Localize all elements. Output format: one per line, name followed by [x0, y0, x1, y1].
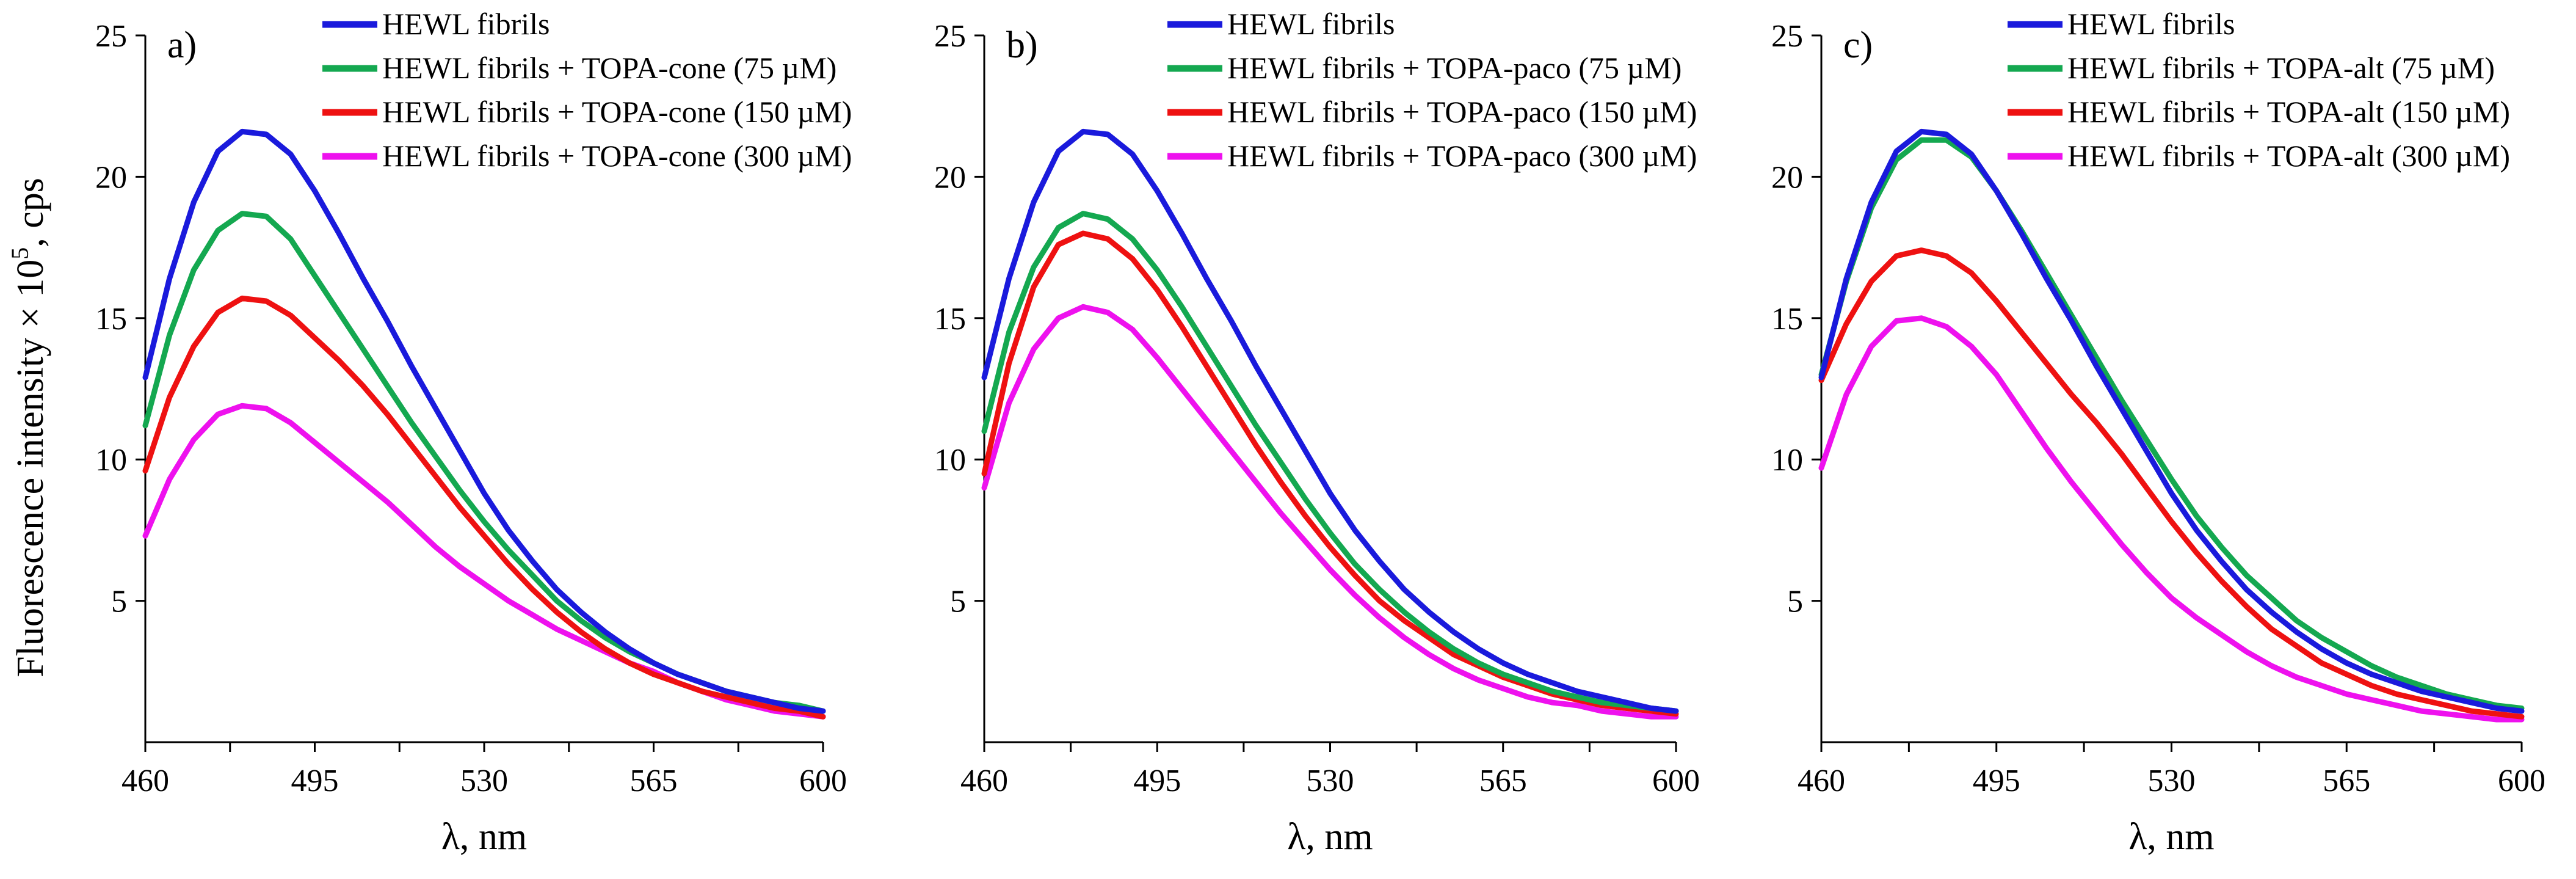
legend-entry: HEWL fibrils + TOPA-alt (150 µM) [2067, 95, 2510, 129]
x-tick-label: 495 [1133, 764, 1181, 798]
legend: HEWL fibrils HEWL fibrils + TOPA-cone (75… [322, 7, 852, 173]
legend-entry: HEWL fibrils + TOPA-cone (75 µM) [382, 51, 836, 85]
y-tick-label: 10 [934, 443, 966, 478]
x-tick-label: 565 [630, 764, 678, 798]
x-tick-label: 565 [2323, 764, 2370, 798]
y-tick-label: 25 [934, 19, 966, 54]
legend: HEWL fibrils HEWL fibrils + TOPA-alt (75 … [2008, 7, 2510, 173]
y-tick-label: 5 [950, 585, 966, 619]
legend-entry: HEWL fibrils + TOPA-alt (300 µM) [2067, 139, 2510, 173]
x-tick-label: 600 [799, 764, 847, 798]
panel-label: c) [1843, 24, 1873, 66]
x-tick-label: 460 [1798, 764, 1845, 798]
x-tick-label: 600 [2498, 764, 2545, 798]
series-line [1818, 128, 2525, 714]
legend-entry: HEWL fibrils + TOPA-alt (75 µM) [2067, 51, 2495, 85]
y-tick-label: 5 [111, 585, 127, 619]
y-tick-label: 25 [95, 19, 127, 54]
x-tick-label: 600 [1652, 764, 1700, 798]
series-line [142, 295, 826, 720]
y-axis-title: Fluorescence intensity × 105, cps [6, 178, 51, 677]
legend-entry: HEWL fibrils + TOPA-paco (75 µM) [1227, 51, 1682, 85]
y-tick-label: 15 [1771, 302, 1803, 337]
legend-entry: HEWL fibrils [382, 7, 550, 41]
legend-entry: HEWL fibrils + TOPA-cone (150 µM) [382, 95, 852, 129]
x-tick-label: 530 [1307, 764, 1354, 798]
x-axis-title: λ, nm [1287, 816, 1373, 858]
series-line [981, 211, 1679, 714]
x-axis-title: λ, nm [441, 816, 527, 858]
legend-entry: HEWL fibrils + TOPA-cone (300 µM) [382, 139, 852, 173]
panel-label: b) [1006, 24, 1038, 66]
panel-label: a) [167, 24, 197, 66]
x-tick-label: 495 [291, 764, 339, 798]
y-tick-label: 5 [1787, 585, 1803, 619]
chart-panel-3: 5 10 15 20 25 460 495 530 565 600 λ, nm c) HEWL fibr… [1771, 7, 2545, 858]
legend-entry: HEWL fibrils + TOPA-paco (150 µM) [1227, 95, 1697, 129]
x-tick-label: 495 [1973, 764, 2020, 798]
series-line [142, 128, 826, 714]
y-tick-label: 20 [95, 160, 127, 195]
y-tick-label: 10 [1771, 443, 1803, 478]
series-line [1818, 137, 2525, 711]
legend-entry: HEWL fibrils [2067, 7, 2235, 41]
legend: HEWL fibrils HEWL fibrils + TOPA-paco (75… [1167, 7, 1697, 173]
series-line [981, 128, 1679, 714]
y-tick-label: 10 [95, 443, 127, 478]
y-tick-label: 20 [934, 160, 966, 195]
legend-entry: HEWL fibrils + TOPA-paco (300 µM) [1227, 139, 1697, 173]
chart-panels: 5 10 15 20 25 460 495 530 565 600 λ, nm a) HEWL fibr… [95, 7, 2545, 858]
y-tick-label: 15 [95, 302, 127, 337]
series-line [981, 304, 1679, 720]
x-axis-title: λ, nm [2128, 816, 2214, 858]
y-tick-label: 20 [1771, 160, 1803, 195]
series-line [1818, 247, 2525, 720]
x-tick-label: 460 [122, 764, 169, 798]
x-tick-label: 530 [460, 764, 508, 798]
chart-panel-2: 5 10 15 20 25 460 495 530 565 600 λ, nm b) HEWL fibr… [934, 7, 1700, 858]
chart-panel-1: 5 10 15 20 25 460 495 530 565 600 λ, nm a) HEWL fibr… [95, 7, 852, 858]
series-line [1818, 315, 2525, 723]
x-tick-label: 460 [960, 764, 1008, 798]
x-tick-label: 530 [2148, 764, 2196, 798]
legend-entry: HEWL fibrils [1227, 7, 1395, 41]
y-tick-label: 25 [1771, 19, 1803, 54]
x-tick-label: 565 [1479, 764, 1527, 798]
y-tick-label: 15 [934, 302, 966, 337]
